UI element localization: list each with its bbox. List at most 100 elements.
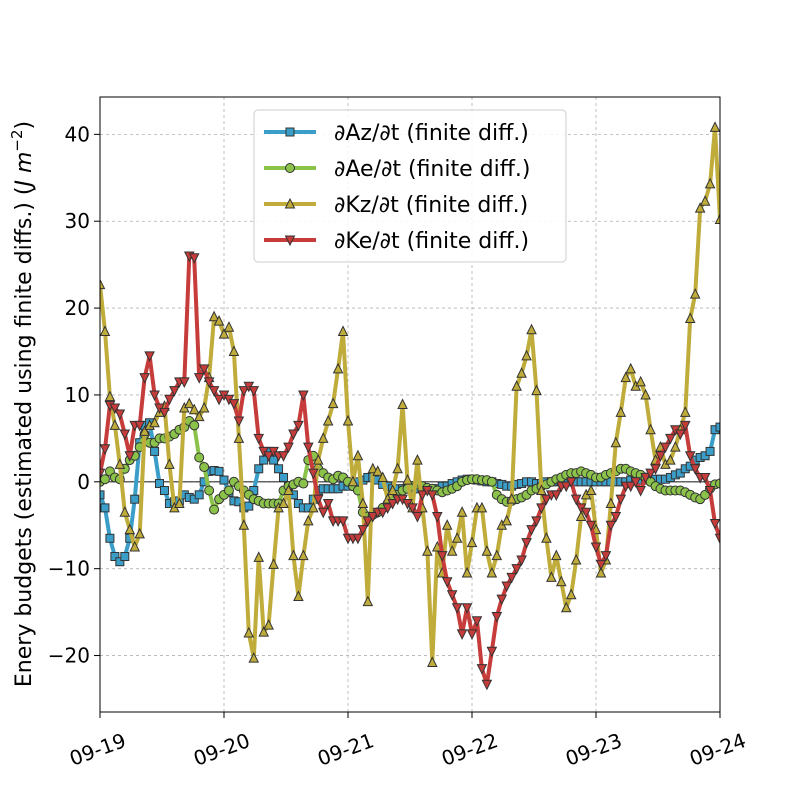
data-point bbox=[283, 484, 294, 495]
data-point bbox=[198, 401, 210, 413]
data-point bbox=[476, 664, 488, 675]
data-point bbox=[372, 465, 384, 476]
data-point bbox=[244, 501, 254, 511]
data-point bbox=[312, 453, 324, 465]
data-point bbox=[541, 532, 552, 543]
data-point bbox=[709, 121, 720, 132]
data-point bbox=[600, 551, 612, 562]
data-point bbox=[585, 484, 597, 495]
data-point bbox=[159, 407, 170, 419]
x-axis-ticks: 09-19 09-20 09-21 09-22 09-23 09-24 bbox=[66, 712, 749, 771]
data-point bbox=[650, 464, 661, 475]
data-point bbox=[337, 325, 349, 337]
y-tick-label: 10 bbox=[65, 383, 90, 407]
data-point bbox=[288, 549, 299, 561]
data-point bbox=[317, 432, 329, 443]
data-point bbox=[526, 323, 537, 335]
data-point bbox=[357, 525, 369, 536]
data-point bbox=[317, 507, 329, 519]
data-point bbox=[397, 398, 408, 409]
data-point bbox=[630, 477, 641, 488]
data-point bbox=[506, 572, 517, 584]
data-point bbox=[675, 429, 686, 441]
data-point bbox=[238, 519, 250, 530]
data-point bbox=[223, 321, 235, 332]
data-point bbox=[114, 458, 126, 469]
data-point bbox=[446, 545, 458, 556]
data-point bbox=[188, 403, 200, 415]
data-point bbox=[481, 545, 493, 556]
data-point bbox=[367, 462, 379, 474]
data-point bbox=[427, 490, 438, 501]
data-point bbox=[555, 575, 567, 587]
data-point bbox=[134, 527, 145, 539]
y-tick-label: −10 bbox=[48, 557, 90, 581]
data-point bbox=[417, 490, 428, 501]
data-point bbox=[531, 516, 542, 528]
data-point bbox=[625, 362, 637, 374]
data-point bbox=[501, 514, 513, 526]
data-point bbox=[104, 390, 116, 402]
x-tick-label: 09-24 bbox=[686, 728, 749, 770]
data-point bbox=[382, 503, 393, 514]
data-point bbox=[228, 399, 240, 410]
data-point bbox=[298, 390, 309, 402]
data-point bbox=[610, 512, 622, 523]
data-point bbox=[407, 503, 418, 514]
data-point bbox=[451, 603, 463, 614]
data-point bbox=[704, 485, 716, 497]
data-point bbox=[625, 481, 637, 493]
data-point bbox=[307, 468, 319, 480]
data-point bbox=[466, 536, 478, 548]
data-point bbox=[119, 506, 131, 517]
data-point bbox=[204, 485, 215, 496]
data-point bbox=[466, 629, 478, 640]
data-point bbox=[268, 558, 279, 569]
data-point bbox=[129, 540, 141, 552]
data-point bbox=[223, 485, 234, 496]
data-point bbox=[164, 458, 175, 469]
data-point bbox=[565, 477, 577, 488]
data-point bbox=[303, 442, 314, 454]
data-point bbox=[481, 679, 493, 691]
y-axis-label-unit-m: m bbox=[12, 152, 37, 173]
data-point bbox=[580, 507, 592, 519]
data-point bbox=[387, 484, 398, 495]
data-point bbox=[367, 512, 379, 523]
data-point bbox=[704, 177, 716, 189]
data-point bbox=[263, 451, 274, 462]
data-point bbox=[298, 549, 309, 561]
data-point bbox=[194, 452, 205, 463]
data-point bbox=[139, 373, 150, 384]
y-tick-label: 20 bbox=[65, 296, 90, 320]
legend-frame bbox=[253, 109, 567, 263]
data-point bbox=[248, 652, 260, 663]
x-tick-label: 09-20 bbox=[190, 728, 253, 770]
data-point bbox=[377, 507, 389, 519]
data-point bbox=[100, 444, 111, 455]
data-point bbox=[551, 549, 562, 561]
data-point bbox=[258, 625, 269, 637]
data-point bbox=[665, 453, 676, 465]
data-point bbox=[427, 656, 438, 667]
data-point bbox=[615, 406, 627, 417]
data-point bbox=[110, 552, 120, 562]
data-point bbox=[233, 432, 245, 443]
data-point bbox=[516, 367, 527, 378]
data-point bbox=[715, 422, 720, 432]
data-point bbox=[699, 195, 711, 206]
data-point bbox=[640, 472, 651, 484]
data-point bbox=[392, 462, 403, 474]
data-point bbox=[699, 472, 711, 484]
data-point bbox=[149, 416, 160, 428]
data-point bbox=[203, 377, 215, 389]
data-point bbox=[105, 533, 115, 543]
y-axis-label-close: ) bbox=[12, 121, 37, 130]
data-point bbox=[352, 533, 364, 545]
data-point bbox=[605, 520, 617, 532]
data-point bbox=[451, 532, 463, 543]
y-axis-label-unit-j: J bbox=[12, 180, 37, 191]
data-point bbox=[109, 403, 121, 415]
data-point bbox=[218, 328, 230, 339]
